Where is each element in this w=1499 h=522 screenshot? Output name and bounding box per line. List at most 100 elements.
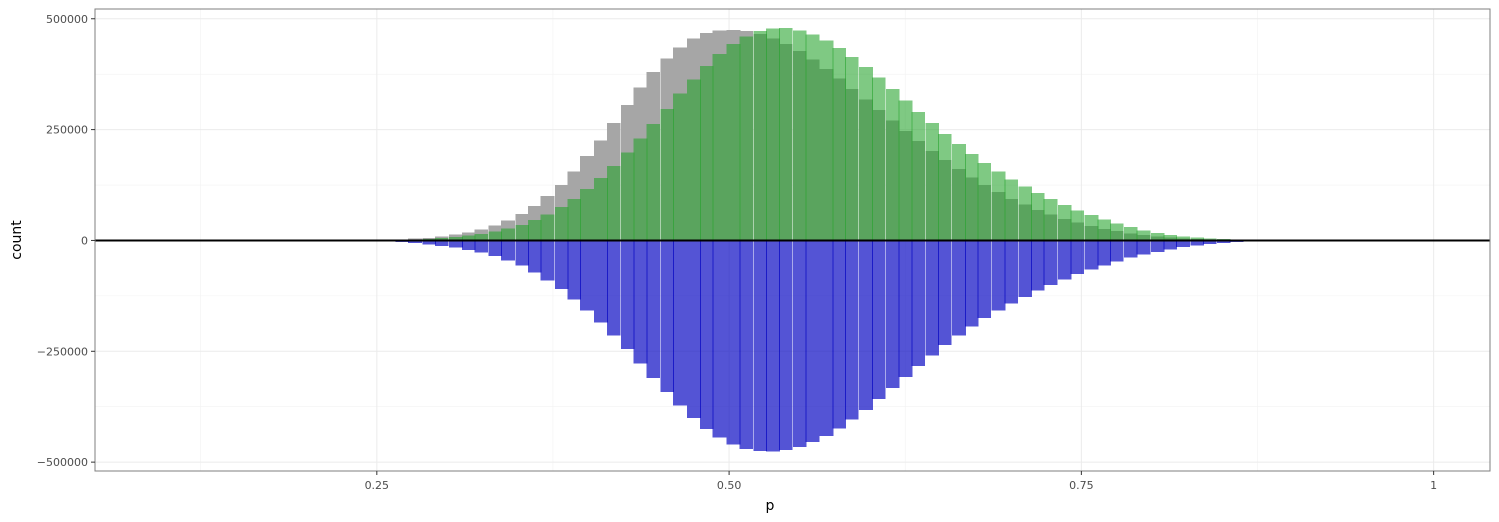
histogram-bar (766, 28, 780, 241)
histogram-bar (528, 220, 542, 241)
histogram-bar (435, 240, 449, 246)
histogram-bar (528, 240, 542, 273)
histogram-bar (699, 66, 714, 241)
histogram-bar (1043, 240, 1058, 285)
histogram-bar (1031, 193, 1045, 241)
histogram-bar (1070, 210, 1085, 241)
histogram-bar (1202, 240, 1217, 244)
histogram-bar (859, 67, 873, 241)
histogram-bar (554, 207, 569, 241)
histogram-bar (952, 144, 966, 241)
histogram-bar (832, 48, 847, 241)
histogram-bar (1136, 240, 1151, 255)
histogram-bar (778, 28, 793, 241)
histogram-bar (474, 233, 489, 241)
histogram-bar (646, 123, 661, 241)
histogram-bar (712, 240, 727, 438)
histogram-bar (488, 240, 503, 256)
histogram-bar (633, 138, 648, 241)
histogram-bar (633, 240, 648, 364)
y-tick-label: −250000 (37, 345, 88, 358)
histogram-bar (1018, 186, 1033, 241)
x-tick-label: 0.25 (365, 479, 390, 492)
y-tick-label: 500000 (46, 13, 88, 26)
histogram-bar (925, 240, 940, 356)
histogram-bar (1018, 240, 1033, 297)
histogram-bar (540, 214, 555, 241)
series-2 (342, 28, 1337, 241)
histogram-bar (739, 36, 754, 241)
histogram-bar (474, 240, 489, 253)
histogram-bar (1057, 240, 1072, 280)
histogram-bar (726, 240, 741, 445)
x-tick-label: 1 (1430, 479, 1437, 492)
histogram-bar (1176, 236, 1190, 241)
histogram-bar (1190, 240, 1204, 246)
histogram-bar (673, 93, 687, 241)
histogram-bar (1150, 232, 1165, 241)
histogram-bar (964, 240, 979, 327)
histogram-bar (1004, 240, 1018, 304)
histogram-bar (819, 40, 834, 241)
histogram-bar (1124, 227, 1138, 241)
histogram-bars (342, 28, 1350, 452)
histogram-bar (938, 134, 952, 241)
x-axis-ticks: 0.25 0.50 0.75 1 (365, 471, 1437, 492)
histogram-bar (726, 44, 741, 241)
x-axis-title: p (766, 498, 775, 514)
histogram-bar (660, 108, 675, 241)
histogram-bar (1163, 234, 1178, 241)
histogram-bar (1217, 240, 1231, 243)
histogram-bar (606, 240, 621, 336)
histogram-bar (687, 79, 701, 241)
histogram-bar (660, 240, 675, 393)
histogram-bar (687, 240, 701, 418)
histogram-bar (422, 240, 436, 245)
histogram-bar (792, 240, 807, 448)
histogram-bar (991, 171, 1006, 241)
histogram-bar (911, 111, 925, 241)
histogram-bar (1057, 204, 1072, 241)
histogram-bar (898, 100, 913, 241)
histogram-bar (845, 56, 859, 241)
histogram-bar (449, 236, 463, 241)
histogram-bar (792, 30, 807, 241)
y-tick-label: 250000 (46, 124, 88, 137)
histogram-bar (1109, 223, 1124, 241)
histogram-bar (1043, 199, 1058, 241)
histogram-bar (885, 88, 900, 241)
histogram-bar (1190, 237, 1204, 241)
histogram-bar (515, 240, 529, 266)
y-tick-label: 0 (81, 234, 88, 247)
histogram-bar (766, 240, 780, 452)
histogram-bar (1124, 240, 1138, 258)
histogram-bar (1109, 240, 1124, 262)
histogram-bar (594, 240, 608, 323)
histogram-bar (606, 165, 621, 241)
histogram-bar (964, 153, 979, 241)
y-axis-ticks: 500000 250000 0 −250000 −500000 (37, 13, 95, 469)
histogram-bar (673, 240, 687, 406)
histogram-bar (859, 240, 873, 410)
histogram-bar (805, 34, 820, 241)
histogram-bar (1150, 240, 1165, 252)
histogram-bar (1097, 240, 1111, 266)
histogram-bar (871, 240, 886, 400)
histogram-bar (501, 240, 515, 261)
histogram-bar (408, 240, 422, 244)
histogram-bar (621, 152, 635, 241)
histogram-bar (832, 240, 847, 429)
histogram-bar (515, 224, 529, 241)
histogram-bar (554, 240, 569, 290)
histogram-bar (778, 240, 793, 451)
histogram-bar (1176, 240, 1190, 248)
histogram-bar (567, 198, 582, 241)
histogram-bar (594, 177, 608, 241)
histogram-bar (501, 228, 515, 241)
histogram-bar (435, 238, 449, 241)
histogram-bar (1136, 230, 1151, 241)
histogram-bar (753, 240, 768, 452)
histogram-bar (449, 240, 463, 248)
histogram-bar (461, 235, 476, 241)
x-tick-label: 0.75 (1069, 479, 1094, 492)
